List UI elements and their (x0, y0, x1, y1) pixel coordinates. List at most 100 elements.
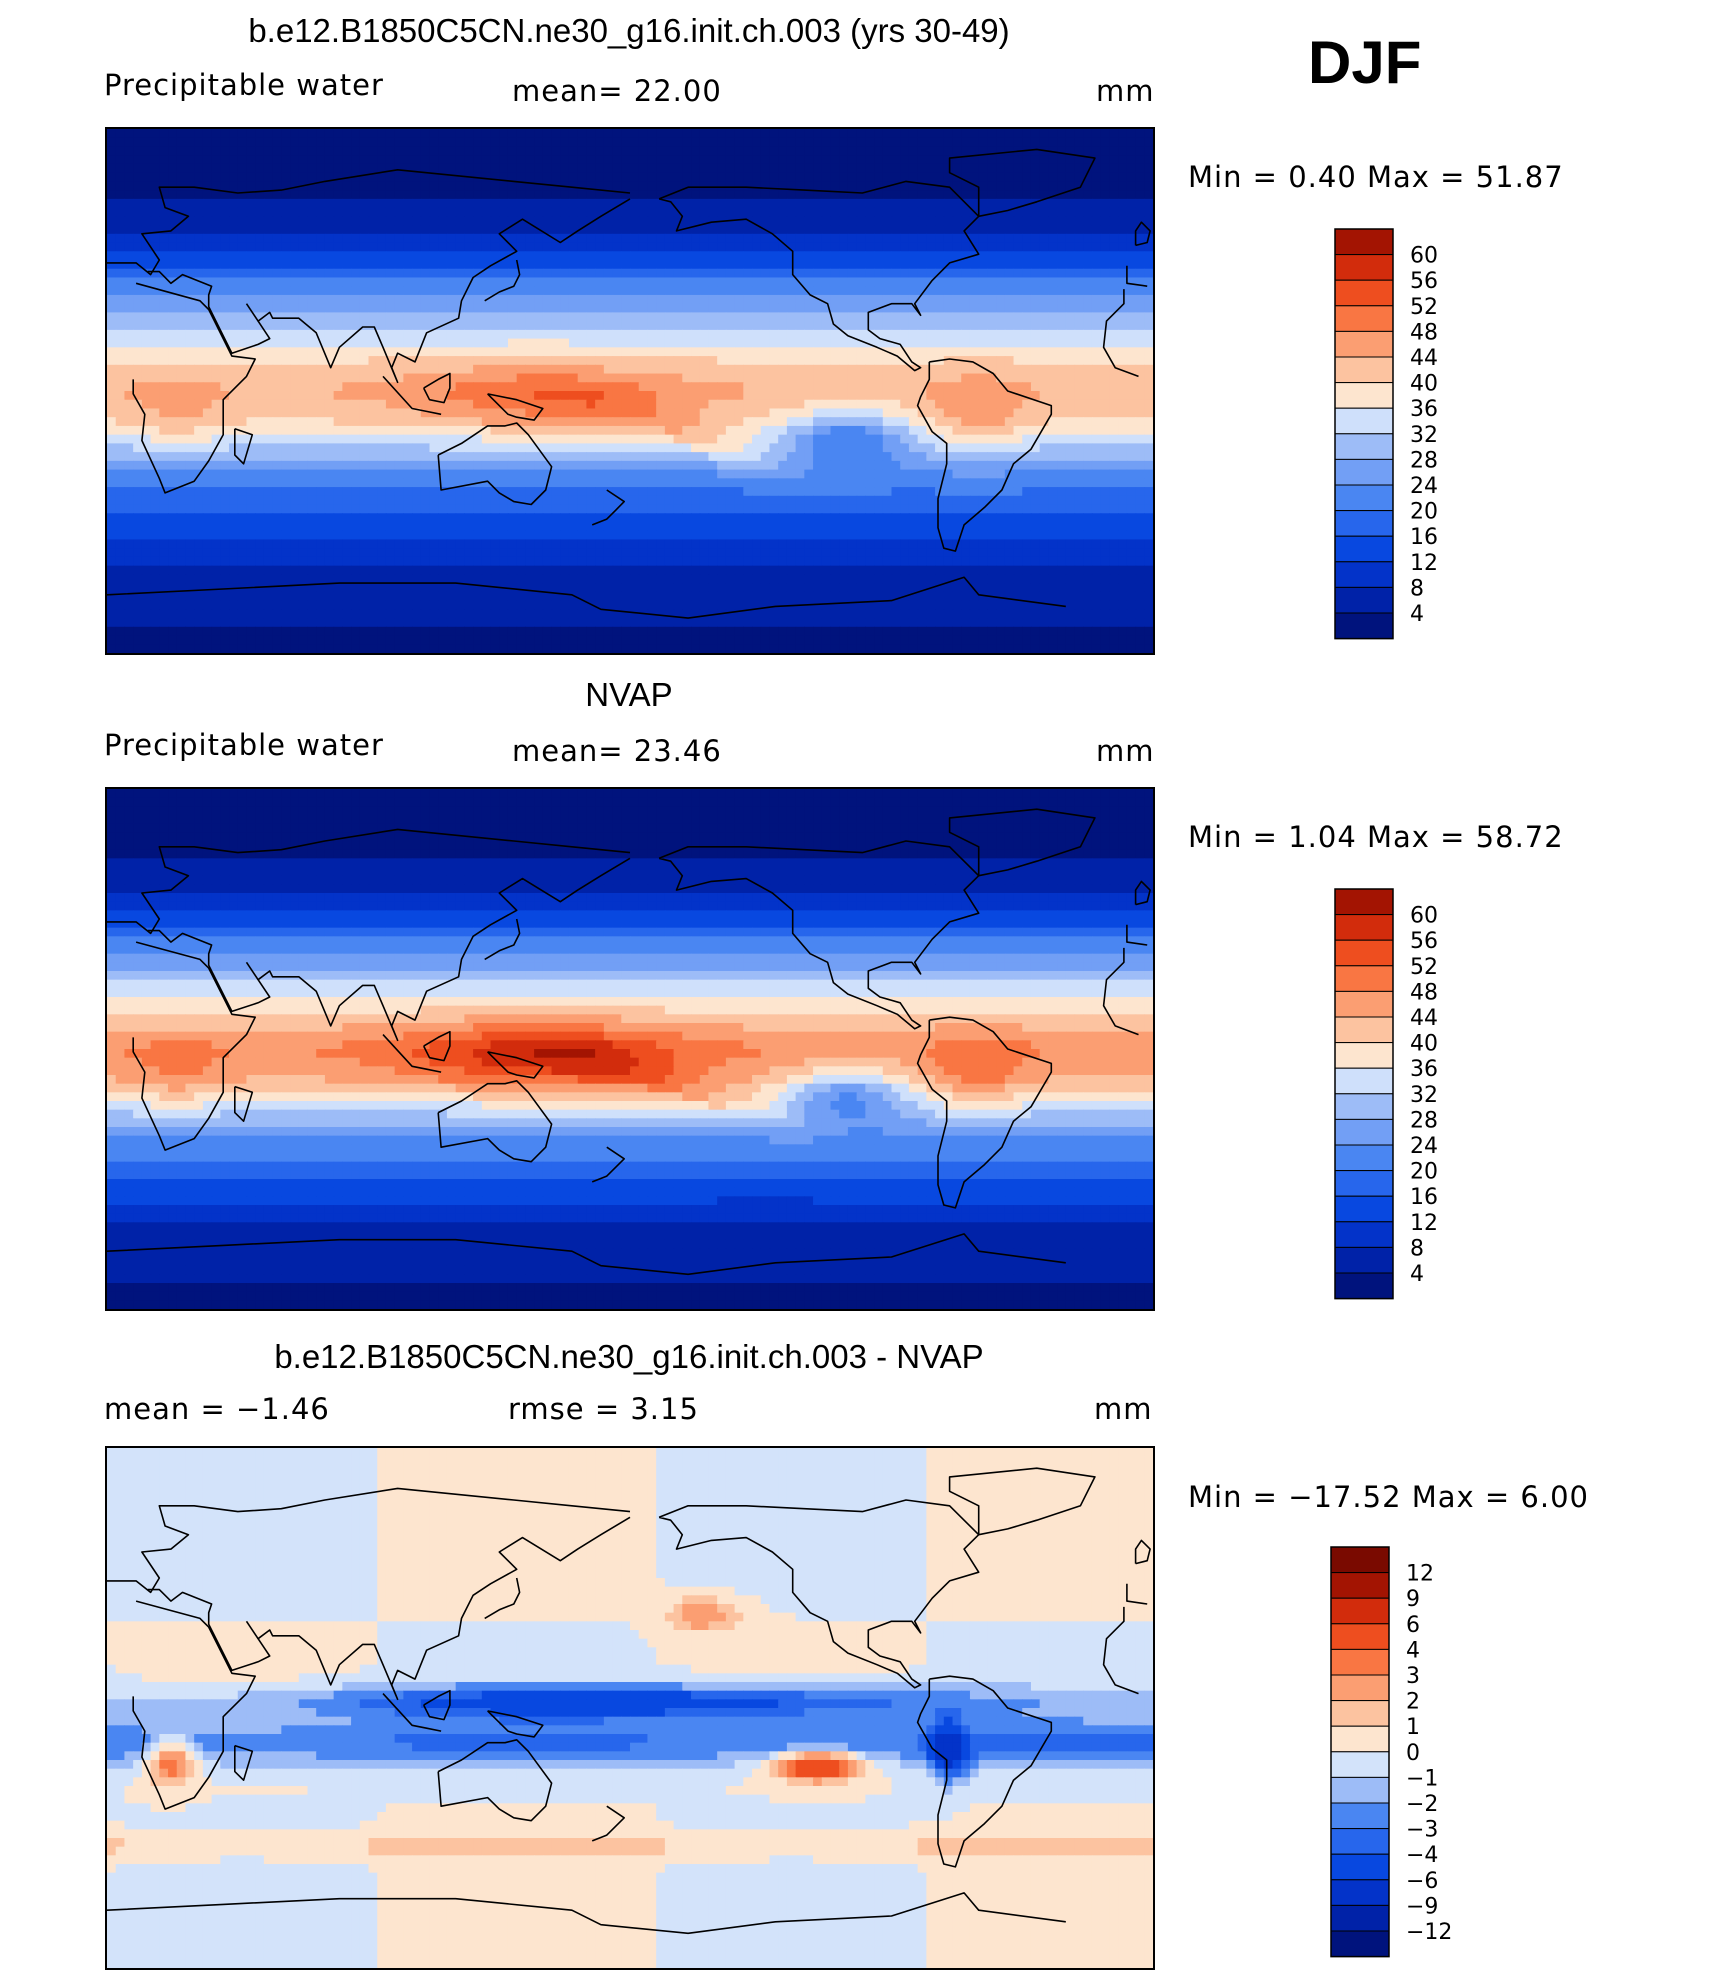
diff-colorbar-box (1330, 1597, 1390, 1625)
diff-colorbar-tick-label: 2 (1406, 1690, 1420, 1715)
model-colorbar-tick-label: 44 (1410, 346, 1438, 371)
obs-colorbar-box (1334, 1016, 1394, 1044)
obs-colorbar-tick-label: 56 (1410, 929, 1438, 954)
model-colorbar-tick-label: 4 (1410, 602, 1424, 627)
variable-label-model: Precipitable water (104, 68, 384, 102)
model-colorbar-tick-label: 12 (1410, 551, 1438, 576)
model-colorbar-tick-label: 16 (1410, 525, 1438, 550)
colorbar-obs: 60 56 52 48 44 40 36 32 28 24 20 16 12 8 4 (1334, 888, 1454, 1302)
obs-colorbar-tick-label: 20 (1410, 1160, 1438, 1185)
colorbar-diff: 12 9 6 4 3 2 1 0 −1 −2 −3 −4 −6 −9 −12 (1330, 1546, 1452, 1960)
diff-colorbar-box (1330, 1674, 1390, 1702)
diff-colorbar-tick-label: 12 (1406, 1562, 1434, 1587)
diff-colorbar-tick-label: 1 (1406, 1715, 1420, 1740)
model-colorbar-box (1334, 407, 1394, 435)
variable-label-obs: Precipitable water (104, 728, 384, 762)
diff-colorbar-box (1330, 1751, 1390, 1778)
obs-colorbar-tick-label: 12 (1410, 1211, 1438, 1236)
diff-colorbar-tick-label: 0 (1406, 1741, 1420, 1766)
diff-colorbar-box (1330, 1572, 1390, 1599)
map-model (105, 127, 1155, 655)
diff-colorbar-tick-label: −4 (1406, 1843, 1438, 1868)
model-field (107, 129, 1153, 653)
obs-colorbar-tick-label: 44 (1410, 1006, 1438, 1031)
model-colorbar-tick-label: 8 (1410, 576, 1424, 601)
obs-coastlines (107, 808, 1151, 1276)
obs-colorbar-box (1334, 1170, 1394, 1197)
model-colorbar-box (1334, 561, 1394, 588)
units-label-model: mm (1096, 74, 1155, 108)
model-colorbar-box (1334, 279, 1394, 307)
diff-colorbar-tick-label: −1 (1406, 1766, 1438, 1791)
model-colorbar-tick-label: 28 (1410, 448, 1438, 473)
season-label: DJF (1308, 28, 1421, 97)
diff-colorbar-tick-label: 6 (1406, 1613, 1420, 1638)
map-obs (105, 787, 1155, 1311)
model-colorbar-box (1334, 535, 1394, 563)
model-colorbar-box (1334, 433, 1394, 460)
diff-colorbar-tick-label: 9 (1406, 1587, 1420, 1612)
model-colorbar-tick-label: 32 (1410, 423, 1438, 448)
model-colorbar-box (1334, 228, 1394, 256)
panel-title-model: b.e12.B1850C5CN.ne30_g16.init.ch.003 (yr… (104, 12, 1154, 50)
obs-colorbar-tick-label: 32 (1410, 1083, 1438, 1108)
model-colorbar-tick-label: 60 (1410, 244, 1438, 269)
obs-colorbar-box (1334, 1272, 1394, 1300)
model-colorbar-box (1334, 356, 1394, 384)
obs-colorbar-box (1334, 1246, 1394, 1274)
diff-colorbar-box (1330, 1546, 1390, 1574)
model-colorbar-tick-label: 24 (1410, 474, 1438, 499)
obs-colorbar-box (1334, 990, 1394, 1018)
units-label-diff: mm (1094, 1392, 1153, 1426)
model-coastlines (107, 148, 1151, 619)
model-colorbar-box (1334, 484, 1394, 512)
model-colorbar-box (1334, 510, 1394, 537)
obs-colorbar-box (1334, 965, 1394, 992)
model-colorbar-tick-label: 56 (1410, 269, 1438, 294)
minmax-obs: Min = 1.04 Max = 58.72 (1188, 820, 1564, 854)
mean-label-model: mean= 22.00 (512, 74, 722, 108)
minmax-model: Min = 0.40 Max = 51.87 (1188, 160, 1564, 194)
map-diff (105, 1446, 1155, 1970)
obs-colorbar-tick-label: 48 (1410, 980, 1438, 1005)
diff-colorbar-tick-label: −12 (1406, 1920, 1452, 1945)
model-colorbar-tick-label: 20 (1410, 500, 1438, 525)
diff-colorbar-box (1330, 1623, 1390, 1650)
minmax-diff: Min = −17.52 Max = 6.00 (1188, 1480, 1589, 1514)
units-label-obs: mm (1096, 734, 1155, 768)
diff-colorbar-box (1330, 1904, 1390, 1932)
obs-colorbar-tick-label: 60 (1410, 904, 1438, 929)
diff-colorbar-tick-label: −3 (1406, 1818, 1438, 1843)
obs-colorbar-tick-label: 8 (1410, 1236, 1424, 1261)
model-colorbar-tick-label: 52 (1410, 295, 1438, 320)
diff-colorbar-tick-label: −2 (1406, 1792, 1438, 1817)
obs-colorbar-box (1334, 1195, 1394, 1223)
diff-colorbar-box (1330, 1853, 1390, 1881)
obs-colorbar-box (1334, 1118, 1394, 1146)
diff-coastlines (107, 1467, 1151, 1935)
obs-colorbar-tick-label: 52 (1410, 955, 1438, 980)
diff-colorbar-tick-label: 4 (1406, 1638, 1420, 1663)
diff-colorbar-tick-label: 3 (1406, 1664, 1420, 1689)
diff-colorbar-tick-label: −9 (1406, 1894, 1438, 1919)
model-colorbar-box (1334, 382, 1394, 409)
model-colorbar-tick-label: 48 (1410, 320, 1438, 345)
obs-colorbar-box (1334, 888, 1394, 916)
panel-title-diff: b.e12.B1850C5CN.ne30_g16.init.ch.003 - N… (104, 1338, 1154, 1376)
model-colorbar-box (1334, 458, 1394, 486)
obs-colorbar-box (1334, 1144, 1394, 1172)
panel-title-obs: NVAP (104, 676, 1154, 714)
diff-colorbar-box (1330, 1648, 1390, 1676)
diff-colorbar-box (1330, 1776, 1390, 1804)
mean-label-obs: mean= 23.46 (512, 734, 722, 768)
obs-field (107, 789, 1153, 1309)
obs-colorbar-tick-label: 36 (1410, 1057, 1438, 1082)
obs-colorbar-tick-label: 28 (1410, 1108, 1438, 1133)
diff-colorbar-box (1330, 1802, 1390, 1830)
obs-colorbar-box (1334, 1221, 1394, 1248)
model-colorbar-box (1334, 305, 1394, 332)
diff-colorbar-box (1330, 1725, 1390, 1753)
obs-colorbar-tick-label: 24 (1410, 1134, 1438, 1159)
obs-colorbar-box (1334, 939, 1394, 967)
model-colorbar-box (1334, 330, 1394, 358)
